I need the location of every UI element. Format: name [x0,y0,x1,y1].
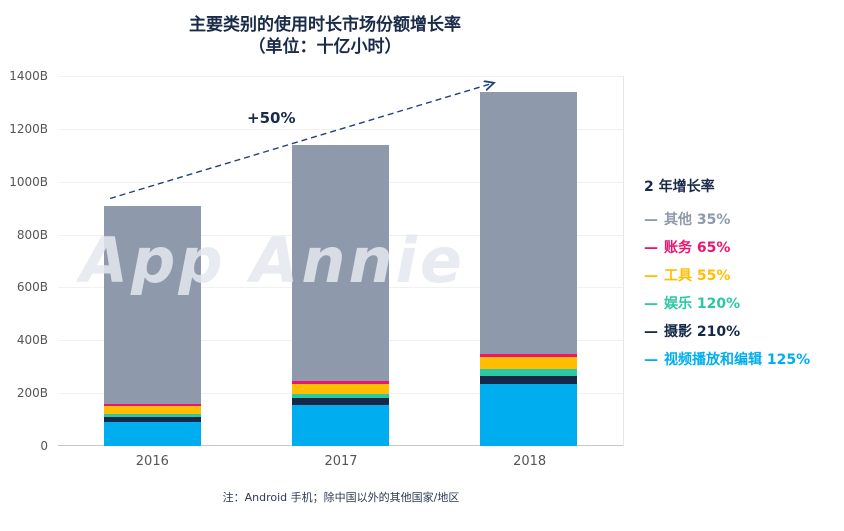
y-tick-label: 1000B [9,174,48,189]
x-tick-label: 2017 [324,454,358,469]
y-tick-label: 1200B [9,121,48,136]
legend-item: — 视频播放和编辑 125% [644,346,810,374]
bar-segment [291,383,389,394]
legend-title: 2 年增长率 [644,179,715,195]
chart-subtitle: （单位：十亿小时） [248,37,402,57]
legend-item: — 娱乐 120% [644,290,810,318]
bar-segment [291,144,389,382]
bar-segment [103,422,201,446]
bars [58,76,623,446]
bar-segment [480,356,578,369]
legend-label: 其他 35% [664,212,731,228]
y-tick-label: 400B [16,333,48,348]
bar-segment [103,205,201,404]
legend-swatch: — [644,268,658,284]
legend-label: 摄影 210% [664,324,741,340]
x-tick-label: 2016 [135,454,169,469]
gridline [58,76,623,77]
bar-segment [291,381,389,384]
growth-annotation: +50% [247,108,296,127]
y-axis: 0 200B 400B 600B 800B 1000B 1200B 1400B [0,69,58,453]
legend-label: 账务 65% [664,240,731,256]
x-tick-label: 2018 [513,454,547,469]
legend-item: — 摄影 210% [644,318,810,346]
bar-segment [103,416,201,423]
y-tick-label: 800B [16,227,48,242]
chart-header: 主要类别的使用时长市场份额增长率 （单位：十亿小时） [0,14,650,58]
bar-segment [291,405,389,446]
legend-label: 娱乐 120% [664,296,741,312]
bar-segment [480,383,578,446]
bar-segment [480,368,578,376]
bar-segment [103,413,201,417]
y-tick-label: 1400B [9,69,48,83]
chart-note: 注：Android 手机；除中国以外的其他国家/地区 [222,491,460,504]
y-tick-label: 0 [40,439,48,453]
bar-segment [103,405,201,414]
chart-body: 0 200B 400B 600B 800B 1000B 1200B 1400B App Ann… [0,69,844,453]
legend-swatch: — [644,240,658,256]
legend-swatch: — [644,324,658,340]
bar-2018 [480,91,578,446]
legend-swatch: — [644,296,658,312]
legend-swatch: — [644,212,658,228]
y-tick-label: 200B [16,386,48,401]
bar-2016 [103,205,201,446]
plot-area: App Annie +50% [58,76,624,446]
bar-segment [291,398,389,406]
legend-item: — 账务 65% [644,234,810,262]
legend-item: — 工具 55% [644,262,810,290]
y-tick-label: 600B [16,280,48,295]
legend-swatch: — [644,352,658,368]
bar-segment [291,393,389,399]
bar-segment [480,375,578,384]
legend-item: — 其他 35% [644,206,810,234]
x-axis: 2016 2017 2018 [58,454,624,469]
legend-items: — 其他 35% — 账务 65% — 工具 55% — 娱乐 120% — 摄影 210% — 视频… [644,206,810,374]
bar-segment [480,91,578,354]
bar-2017 [291,144,389,446]
bar-segment [480,353,578,357]
legend: 2 年增长率 — 其他 35% — 账务 65% — 工具 55% — 娱乐 120% — 摄影 … [644,76,810,446]
legend-label: 工具 55% [664,268,731,284]
legend-label: 视频播放和编辑 125% [664,352,811,368]
chart-title: 主要类别的使用时长市场份额增长率 [189,15,461,35]
bar-segment [103,403,201,406]
